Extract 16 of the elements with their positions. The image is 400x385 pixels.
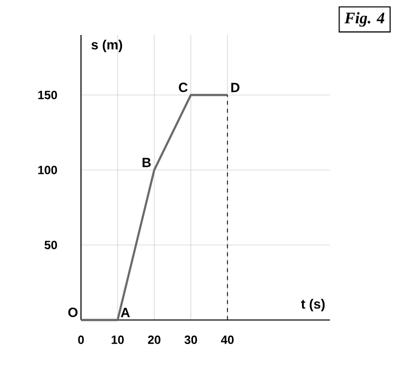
y-tick-label: 150 [38, 90, 57, 100]
x-axis-title: t (s) [301, 298, 325, 312]
x-tick-label: 10 [112, 336, 124, 344]
annotation: C [178, 82, 188, 92]
annotation: O [68, 308, 78, 318]
annotation: A [120, 308, 130, 318]
text: Fig. 4 [344, 12, 384, 27]
x-tick-label: 20 [148, 336, 160, 344]
x-tick-label: 0 [78, 336, 84, 344]
annotation: D [231, 82, 240, 92]
y-axis-title: s (m) [91, 40, 122, 52]
annotation: B [142, 158, 151, 168]
x-tick-label: 40 [221, 336, 234, 344]
x-tick-label: 30 [184, 336, 198, 344]
y-tick-label: 50 [44, 240, 57, 250]
y-tick-label: 100 [38, 166, 57, 174]
